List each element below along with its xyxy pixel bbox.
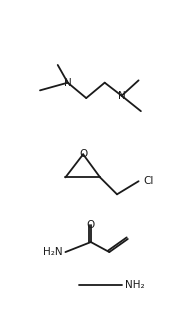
Text: O: O: [79, 149, 87, 159]
Text: H₂N: H₂N: [43, 247, 62, 257]
Text: O: O: [87, 220, 95, 230]
Text: N: N: [64, 78, 72, 88]
Text: N: N: [118, 91, 125, 101]
Text: NH₂: NH₂: [125, 280, 145, 290]
Text: Cl: Cl: [143, 176, 153, 186]
